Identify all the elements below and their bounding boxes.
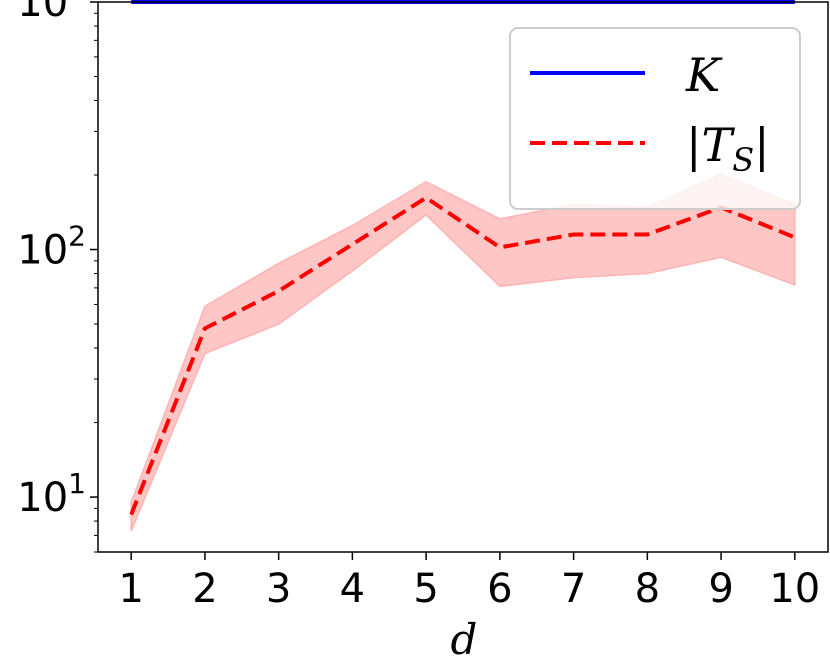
y-tick-label: 102 <box>17 220 86 274</box>
y-tick-label: 101 <box>17 467 86 521</box>
x-tick-label: 8 <box>635 566 660 612</box>
y-tick-label: 103 <box>17 0 86 26</box>
x-tick-label: 2 <box>192 566 217 612</box>
x-tick-label: 4 <box>340 566 365 612</box>
legend: K |TS| <box>509 27 801 210</box>
series-line-1 <box>129 195 796 516</box>
legend-label-0: K <box>685 48 723 102</box>
tick-layer: 1 2 3 4 5 6 7 8 9 10 101 102 103 <box>17 0 820 612</box>
x-tick-label: 10 <box>769 566 820 612</box>
x-tick-label: 7 <box>561 566 586 612</box>
x-axis-label: d <box>451 615 478 664</box>
x-tick-label: 6 <box>487 566 512 612</box>
x-tick-label: 3 <box>266 566 291 612</box>
x-tick-label: 5 <box>413 566 438 612</box>
legend-label-1: |TS| <box>686 118 770 179</box>
x-tick-label: 1 <box>118 566 143 612</box>
series-band-1 <box>130 173 796 532</box>
axes-layer <box>97 1 829 553</box>
x-tick-label: 9 <box>708 566 733 612</box>
plot-frame <box>97 1 829 553</box>
confidence-band-layer <box>130 173 796 532</box>
